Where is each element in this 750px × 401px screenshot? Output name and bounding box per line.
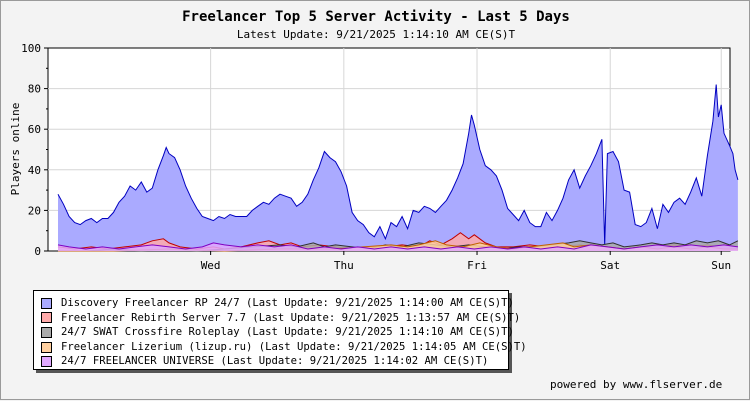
series-area-1 — [58, 84, 738, 251]
x-tick-label: Sun — [711, 259, 731, 272]
legend-label: 24/7 FREELANCER UNIVERSE (Last Update: 9… — [61, 355, 489, 368]
legend-swatch — [41, 297, 52, 309]
chart-subtitle: Latest Update: 9/21/2025 1:14:10 AM CE(S… — [237, 28, 516, 41]
y-tick-label: 40 — [28, 164, 41, 177]
legend-item: Freelancer Lizerium (lizup.ru) (Last Upd… — [41, 340, 527, 355]
y-axis-label: Players online — [9, 103, 22, 196]
x-tick-label: Fri — [467, 259, 487, 272]
legend-swatch — [41, 341, 52, 353]
x-axis: Wed Thu Fri Sat Sun — [201, 251, 731, 272]
y-tick-label: 60 — [28, 123, 41, 136]
legend-label: Freelancer Rebirth Server 7.7 (Last Upda… — [61, 311, 521, 324]
legend-label: Freelancer Lizerium (lizup.ru) (Last Upd… — [61, 340, 527, 353]
series-area-5 — [58, 242, 738, 251]
y-tick-label: 0 — [34, 245, 41, 258]
y-tick-label: 20 — [28, 204, 41, 217]
credit-text: powered by www.flserver.de — [550, 378, 723, 391]
legend-item: Discovery Freelancer RP 24/7 (Last Updat… — [41, 296, 514, 311]
series-line-1 — [57, 84, 739, 245]
legend-label: Discovery Freelancer RP 24/7 (Last Updat… — [61, 297, 514, 309]
legend-swatch — [41, 356, 52, 368]
y-tick-label: 80 — [28, 83, 41, 96]
legend-swatch — [41, 312, 52, 324]
x-tick-label: Thu — [334, 259, 354, 272]
legend: Discovery Freelancer RP 24/7 (Last Updat… — [33, 290, 527, 370]
legend-swatch — [41, 326, 52, 338]
legend-item: 24/7 FREELANCER UNIVERSE (Last Update: 9… — [41, 354, 508, 369]
y-axis: 0 20 40 60 80 100 — [21, 42, 48, 258]
legend-label: 24/7 SWAT Crossfire Roleplay (Last Updat… — [61, 326, 514, 339]
chart-title: Freelancer Top 5 Server Activity - Last … — [182, 9, 570, 25]
x-tick-label: Wed — [201, 259, 221, 272]
legend-item: Freelancer Rebirth Server 7.7 (Last Upda… — [41, 311, 520, 326]
x-tick-label: Sat — [600, 259, 620, 272]
legend-item: 24/7 SWAT Crossfire Roleplay (Last Updat… — [41, 325, 514, 340]
y-tick-label: 100 — [21, 42, 41, 55]
series-line-5 — [57, 242, 738, 250]
series-areas — [57, 84, 739, 252]
